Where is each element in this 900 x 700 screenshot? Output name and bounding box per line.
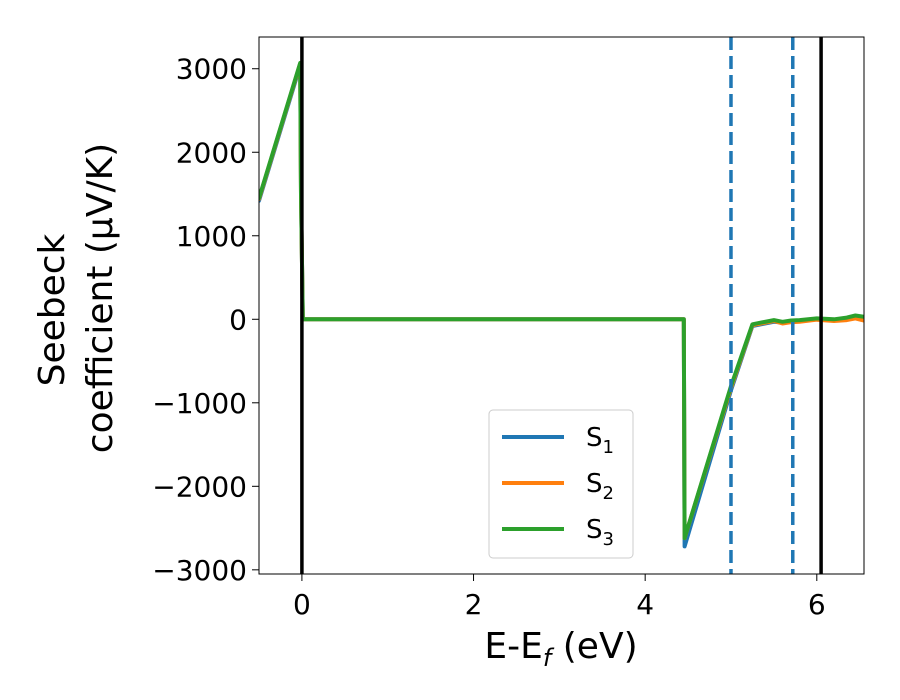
y-tick-label: −2000: [152, 470, 247, 503]
x-axis: 0 2 4 6: [293, 574, 826, 621]
legend-label-s3: S3: [586, 515, 614, 550]
plot-frame: [258, 36, 865, 575]
legend-label-s2: S2: [586, 469, 614, 504]
y-axis-title-line2: coefficient (μV/K): [80, 143, 121, 453]
legend-label-s1: S1: [586, 423, 614, 458]
y-tick-label: −1000: [152, 387, 247, 420]
x-axis-title: E-Ef (eV): [484, 626, 637, 672]
y-tick-label: 3000: [176, 53, 247, 86]
y-tick-label: −3000: [152, 554, 247, 587]
y-tick-label: 0: [229, 303, 247, 336]
x-axis-title-main: E-E: [484, 626, 542, 667]
legend: S1 S2 S3: [488, 409, 634, 559]
x-axis-title-unit: (eV): [551, 626, 637, 667]
x-tick-label: 0: [293, 588, 311, 621]
y-tick-label: 1000: [176, 220, 247, 253]
x-tick-label: 6: [808, 588, 826, 621]
y-axis-title: Seebeck coefficient (μV/K): [32, 143, 121, 453]
x-tick-label: 2: [465, 588, 483, 621]
vline-layer: [300, 37, 823, 574]
y-axis: 3000 2000 1000 0 −1000 −2000 −3000: [152, 53, 259, 587]
x-tick-label: 4: [636, 588, 654, 621]
y-axis-title-line1: Seebeck: [32, 233, 73, 386]
y-tick-label: 2000: [176, 136, 247, 169]
